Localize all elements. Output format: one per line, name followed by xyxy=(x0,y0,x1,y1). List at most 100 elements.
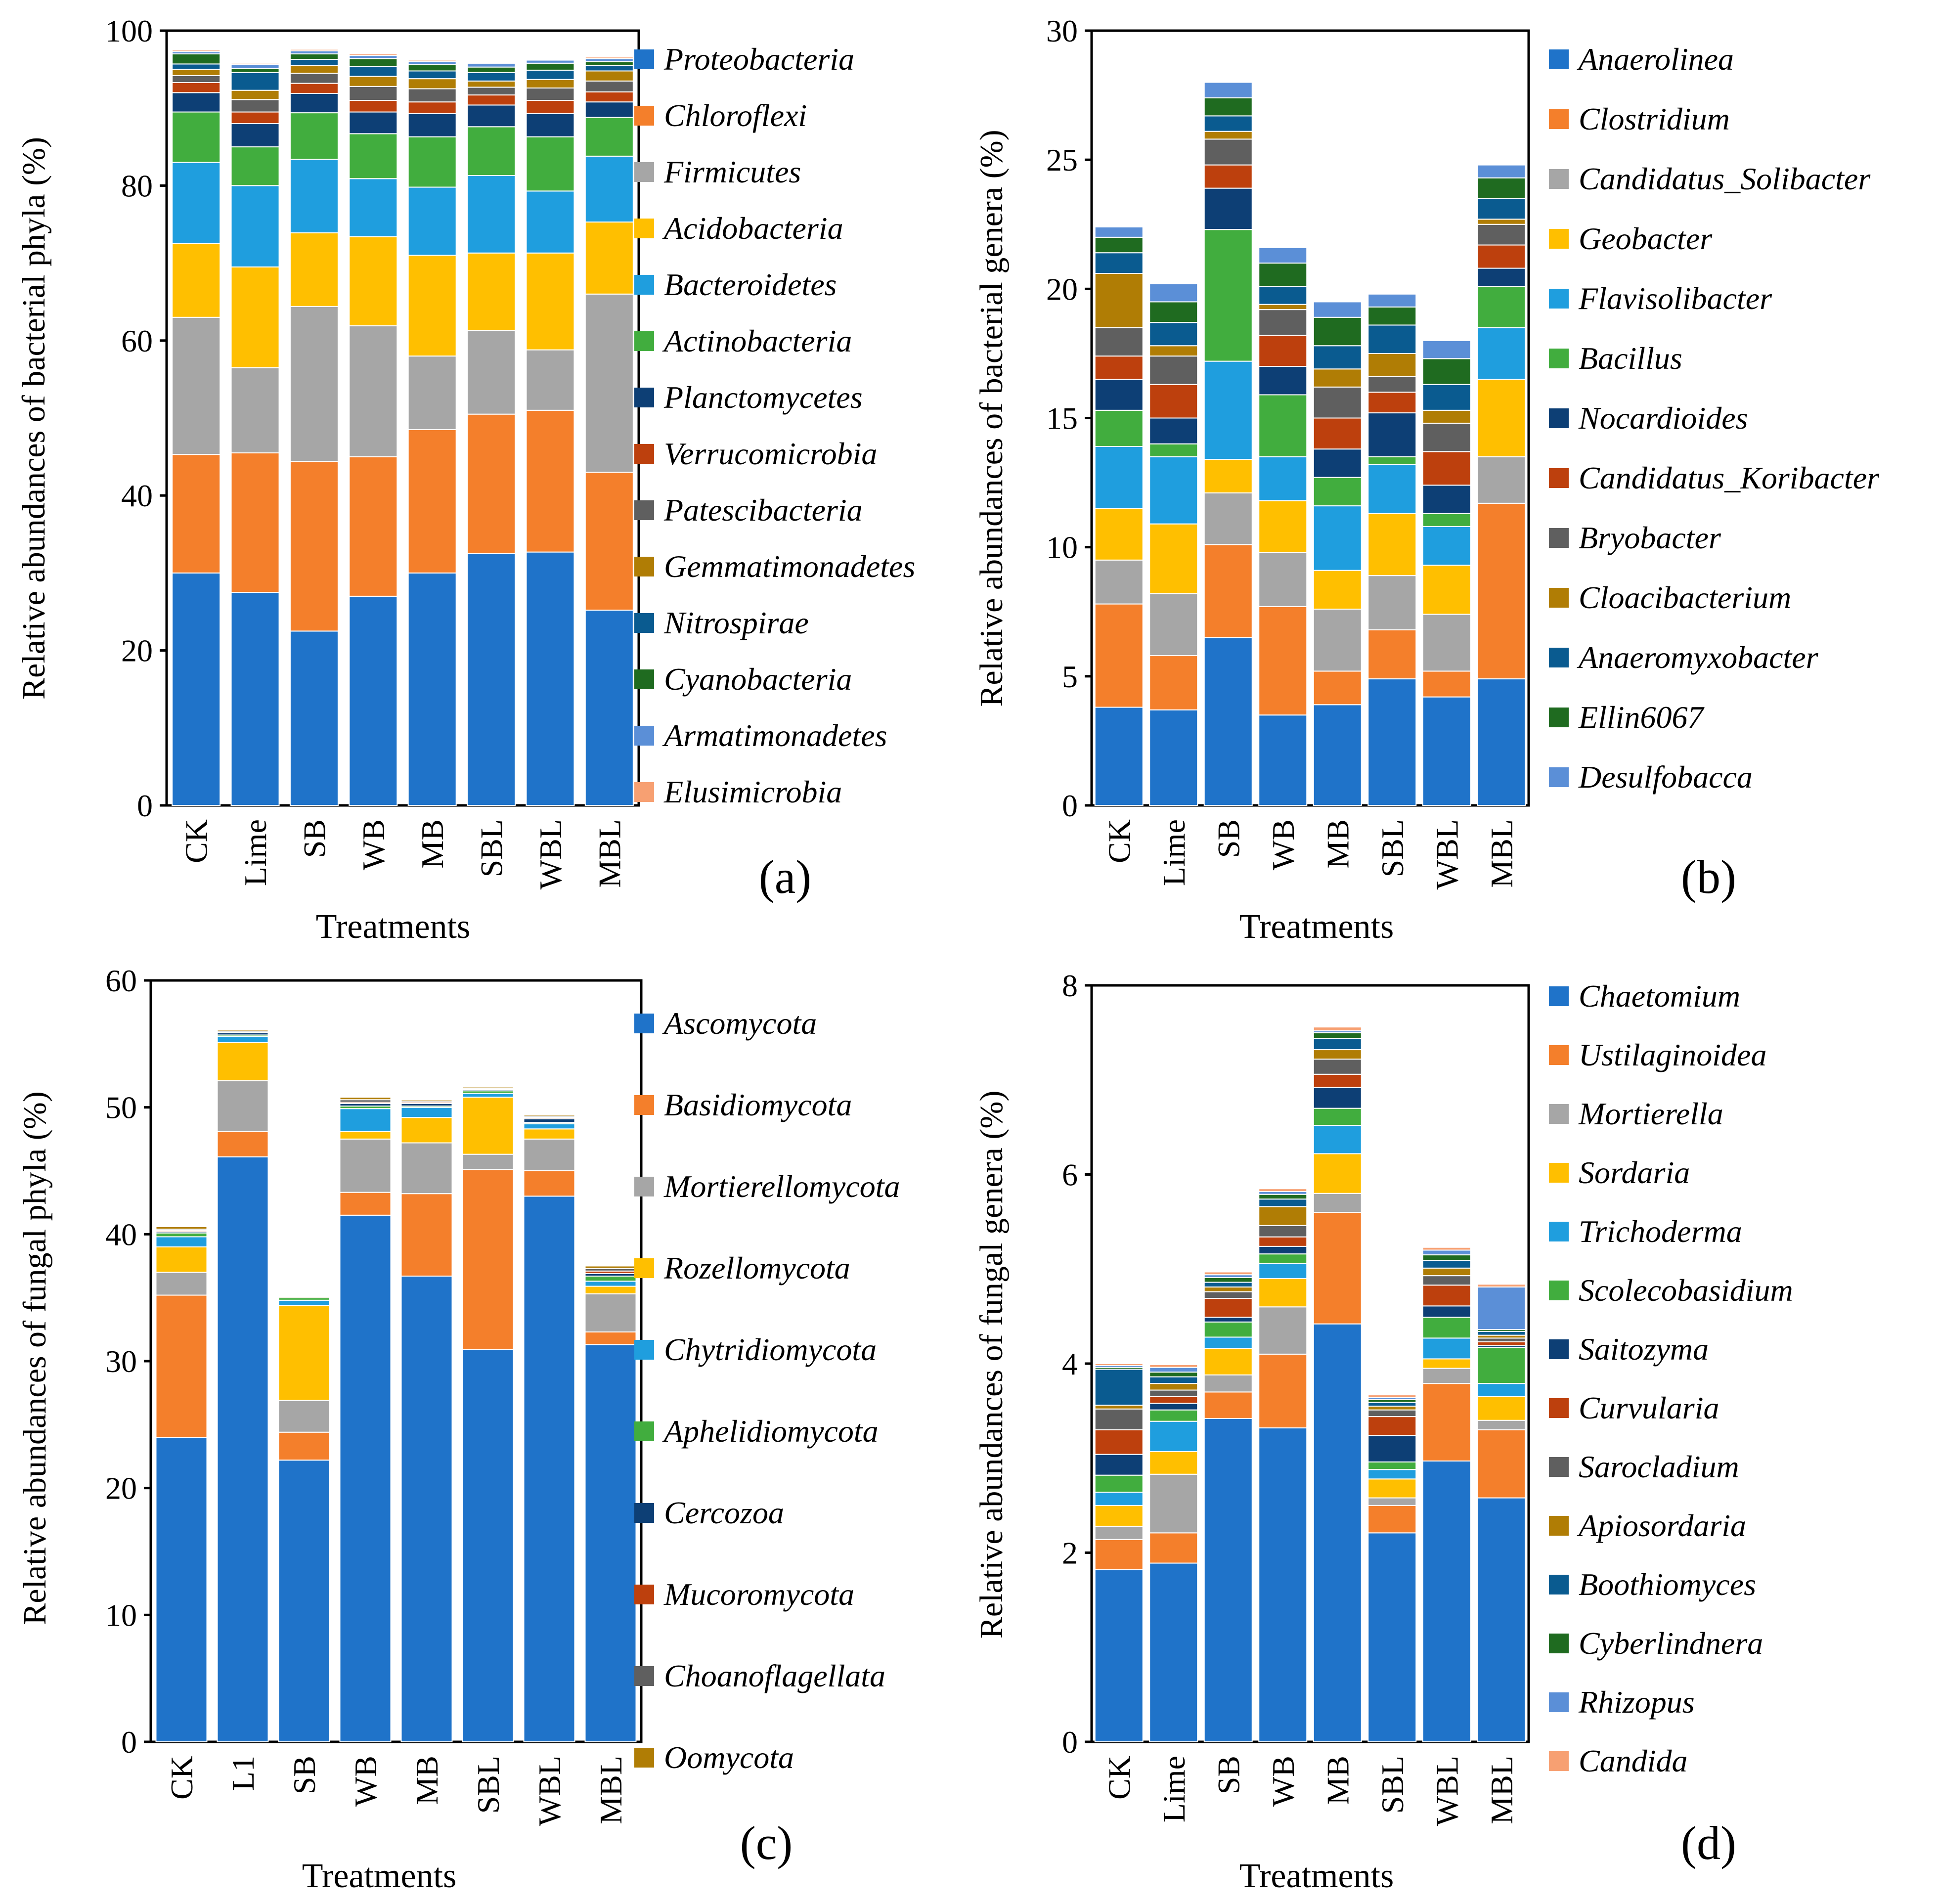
legend-label: Candidatus_Solibacter xyxy=(1579,161,1871,196)
bar-segment xyxy=(584,91,634,103)
bar-segment xyxy=(1258,1353,1308,1429)
bar-segment xyxy=(1422,1254,1471,1261)
y-axis-title: Relative abundances of fungal genera (%) xyxy=(973,1091,1010,1639)
bar-segment xyxy=(584,1281,637,1287)
legend-label: Cyberlindnera xyxy=(1579,1626,1763,1661)
bar-segment xyxy=(584,1285,637,1294)
bar-segment xyxy=(155,1226,208,1230)
bar-segment xyxy=(155,1246,208,1273)
bar-segment xyxy=(1367,678,1417,806)
bar-segment xyxy=(1149,655,1198,710)
legend-swatch xyxy=(634,331,654,351)
bar-segment xyxy=(462,1086,514,1089)
bar-segment xyxy=(155,1232,208,1238)
bar-segment xyxy=(1367,1394,1417,1398)
bar-segment xyxy=(1422,1337,1471,1360)
legend-label: Saitozyma xyxy=(1579,1331,1709,1367)
panel-label: (a) xyxy=(759,850,812,903)
bar-segment xyxy=(172,92,221,113)
bar-segment xyxy=(1477,244,1526,269)
bar-segment xyxy=(349,100,398,113)
legend-swatch xyxy=(1549,528,1569,548)
legend-label: Bryobacter xyxy=(1579,520,1721,555)
bar-segment xyxy=(230,592,280,806)
bar-segment xyxy=(584,610,634,806)
x-tick-label: SBL xyxy=(474,819,509,877)
bar-segment xyxy=(1094,272,1144,328)
y-axis-title: Relative abundances of bacterial phyla (… xyxy=(16,137,52,700)
bar-segment xyxy=(1094,1405,1144,1410)
bar-segment xyxy=(1203,1271,1253,1276)
legend-swatch xyxy=(1549,408,1569,428)
bar-segment xyxy=(1203,1291,1253,1299)
legend-label: Nocardioides xyxy=(1578,400,1748,436)
legend-swatch xyxy=(634,106,654,126)
x-tick-label: MB xyxy=(1320,1756,1355,1805)
bar-segment xyxy=(1313,316,1362,347)
bar-segment xyxy=(1258,366,1308,396)
bar-segment xyxy=(467,413,516,554)
bar-segment xyxy=(289,83,339,94)
bar-segment xyxy=(1203,1391,1253,1419)
legend-label: Oomycota xyxy=(664,1740,794,1775)
legend-swatch xyxy=(634,162,654,182)
bar-segment xyxy=(230,111,280,125)
legend-swatch xyxy=(634,669,654,689)
legend-label: Acidobacteria xyxy=(662,211,843,246)
bar-segment xyxy=(1422,1317,1471,1339)
x-tick-label: Lime xyxy=(238,819,273,886)
bar-segment xyxy=(1422,614,1471,672)
bar-segment xyxy=(584,1293,637,1332)
bar-segment xyxy=(526,79,575,89)
x-axis-title: Treatments xyxy=(1239,908,1394,946)
legend-swatch xyxy=(1549,289,1569,309)
bar-segment xyxy=(523,1123,575,1130)
bar-segment xyxy=(1094,252,1144,274)
bar-segment xyxy=(1149,1403,1198,1411)
panel-label: (d) xyxy=(1681,1816,1736,1869)
bar-segment xyxy=(217,1029,269,1032)
legend-label: Mucoromycota xyxy=(663,1577,854,1612)
bar-segment xyxy=(289,48,339,51)
y-axis-title: Relative abundances of bacterial genera … xyxy=(973,130,1010,707)
bar-segment xyxy=(1422,1267,1471,1277)
bar-segment xyxy=(349,178,398,237)
bar-segment xyxy=(1367,293,1417,308)
bar-segment xyxy=(1367,324,1417,354)
bar-segment xyxy=(407,355,457,431)
bar-segment xyxy=(1149,1396,1198,1404)
bar-segment xyxy=(523,1114,575,1117)
legend-label: Cyanobacteria xyxy=(664,662,852,697)
bar-segment xyxy=(1367,1505,1417,1534)
bar-segment xyxy=(1477,327,1526,380)
legend-label: Geobacter xyxy=(1579,221,1713,256)
bar-segment xyxy=(217,1080,269,1132)
legend-swatch xyxy=(1549,1634,1569,1653)
bar-segment xyxy=(349,58,398,67)
bar-segment xyxy=(400,1193,453,1277)
bar-segment xyxy=(407,70,457,80)
bar-segment xyxy=(1258,1198,1308,1207)
bar-segment xyxy=(339,1097,392,1101)
legend-label: Gemmatimonadetes xyxy=(664,549,915,584)
bar-segment xyxy=(462,1097,514,1155)
bar-segment xyxy=(407,186,457,256)
bar-segment xyxy=(1203,1317,1253,1323)
bar-segment xyxy=(1422,670,1471,698)
legend-swatch xyxy=(1549,708,1569,727)
bar-segment xyxy=(1149,1383,1198,1391)
bar-segment xyxy=(1258,456,1308,501)
bar-segment xyxy=(584,155,634,223)
y-tick-label: 40 xyxy=(105,1217,137,1252)
bar-segment xyxy=(1313,477,1362,507)
legend-label: Verrucomicrobia xyxy=(664,436,877,471)
bar-segment xyxy=(1094,1525,1144,1540)
legend-swatch xyxy=(634,1340,654,1360)
chart-panel-1: 0 20 40 60 80 100 CK Lime SB WB MB SBL WBL MBL Relativ… xyxy=(16,13,915,946)
bar-segment xyxy=(172,454,221,574)
bar-segment xyxy=(1258,714,1308,806)
bar-segment xyxy=(1477,379,1526,457)
bar-segment xyxy=(1367,353,1417,377)
bar-segment xyxy=(1477,223,1526,246)
